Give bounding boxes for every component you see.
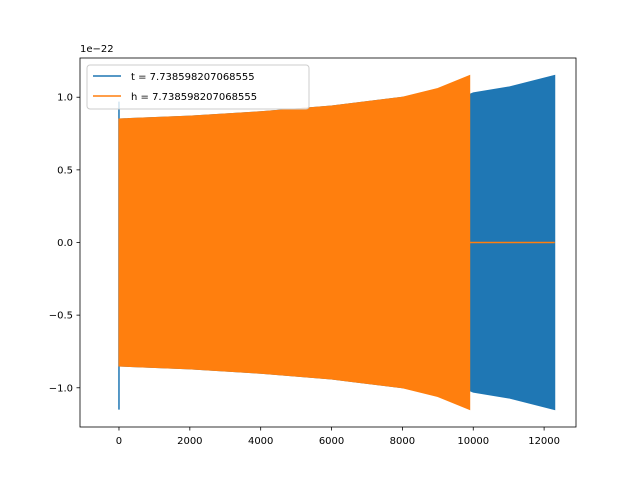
- x-axis: 0 2000 4000 6000 8000 10000 12000: [116, 427, 560, 447]
- series-2: [118, 74, 555, 411]
- x-tick-label: 10000: [457, 436, 489, 447]
- y-tick-label: −1.0: [49, 383, 73, 394]
- x-tick-label: 2000: [177, 436, 202, 447]
- legend-label-1: t = 7.738598207068555: [131, 72, 255, 83]
- y-tick-label: 0.0: [57, 238, 73, 249]
- y-tick-label: 1.0: [57, 93, 73, 104]
- y-tick-label: −0.5: [49, 311, 73, 322]
- x-tick-label: 0: [116, 436, 122, 447]
- y-offset-label: 1e−22: [80, 44, 114, 55]
- x-tick-label: 8000: [390, 436, 415, 447]
- x-tick-label: 4000: [248, 436, 273, 447]
- x-tick-label: 12000: [528, 436, 560, 447]
- y-tick-label: 0.5: [57, 165, 73, 176]
- y-axis: −1.0 −0.5 0.0 0.5 1.0: [49, 93, 80, 394]
- series-2-envelope: [118, 74, 471, 411]
- legend-box: [86, 64, 310, 110]
- legend-label-2: h = 7.738598207068555: [131, 92, 257, 103]
- legend: t = 7.738598207068555 h = 7.7385982070685…: [86, 64, 310, 110]
- x-tick-label: 6000: [319, 436, 344, 447]
- plot-area: [118, 74, 556, 411]
